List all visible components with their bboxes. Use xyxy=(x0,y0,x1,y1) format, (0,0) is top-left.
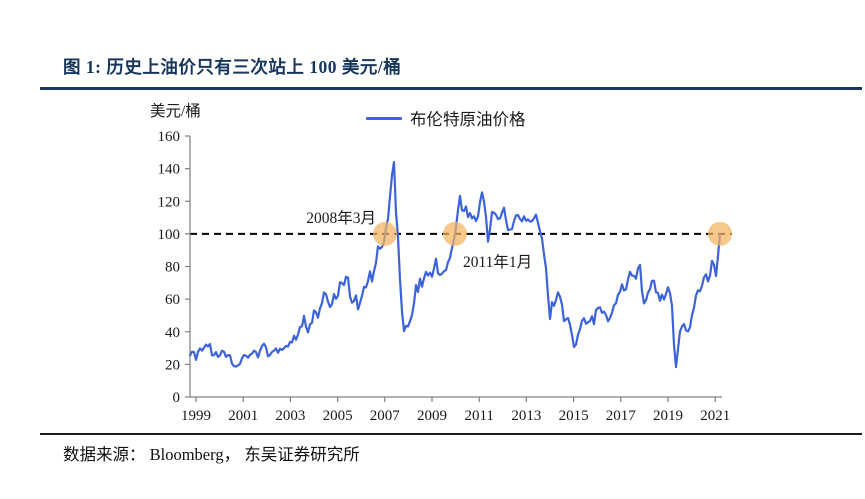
title-divider xyxy=(40,87,862,90)
y-tick-label: 160 xyxy=(158,129,181,145)
brent-price-line xyxy=(188,161,722,369)
brent-price-chart: 0 20 40 60 80 100 120 140 160 1999 2001 2003 2005 200… xyxy=(0,95,865,430)
x-tick-label: 2009 xyxy=(417,408,447,424)
legend-line-swatch xyxy=(366,116,402,120)
price-above-100-marker xyxy=(373,221,397,246)
x-tick-label: 2001 xyxy=(228,408,258,424)
legend-series-label: 布伦特原油价格 xyxy=(410,110,526,129)
y-tick-label: 100 xyxy=(158,227,181,243)
x-tick-label: 2013 xyxy=(511,408,541,424)
x-tick-label: 2021 xyxy=(700,408,730,424)
x-tick-label: 2019 xyxy=(653,408,683,424)
y-tick-label: 80 xyxy=(165,260,180,276)
x-tick-label: 2007 xyxy=(370,408,401,424)
y-tick-label: 20 xyxy=(165,357,180,373)
marker-annotation: 2011年1月 xyxy=(463,253,532,271)
chart-canvas: 0 20 40 60 80 100 120 140 160 1999 2001 2003 2005 200… xyxy=(158,129,732,424)
price-above-100-marker xyxy=(443,221,467,246)
x-tick-label: 2015 xyxy=(559,408,589,424)
price-above-100-marker xyxy=(708,221,732,246)
x-tick-label: 2003 xyxy=(275,408,305,424)
figure-title: 图 1: 历史上油价只有三次站上 100 美元/桶 xyxy=(63,57,402,77)
chart-legend: 布伦特原油价格 xyxy=(366,106,526,130)
marker-annotation: 2008年3月 xyxy=(306,209,376,227)
y-tick-label: 140 xyxy=(158,162,181,178)
footer-divider xyxy=(40,433,862,435)
x-tick-label: 2017 xyxy=(606,408,637,424)
x-tick-label: 2005 xyxy=(323,408,353,424)
y-tick-label: 0 xyxy=(173,390,181,406)
data-source-text: 数据来源： Bloomberg， 东吴证券研究所 xyxy=(63,445,360,464)
x-tick-label: 1999 xyxy=(181,408,211,424)
y-tick-label: 40 xyxy=(165,325,180,341)
y-tick-label: 60 xyxy=(165,292,180,308)
y-axis-unit-label: 美元/桶 xyxy=(150,103,201,120)
y-tick-label: 120 xyxy=(158,194,181,210)
x-tick-label: 2011 xyxy=(464,408,493,424)
